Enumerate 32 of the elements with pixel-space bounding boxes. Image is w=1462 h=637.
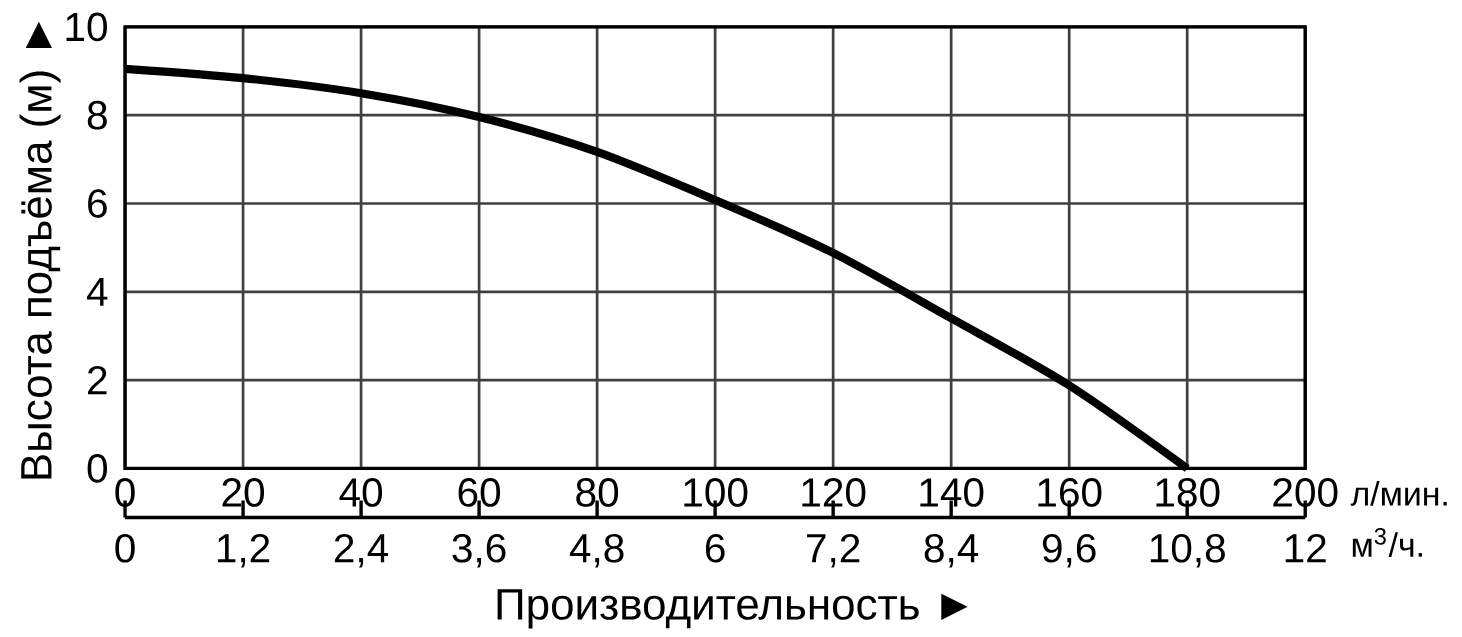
- y-tick-label: 10: [66, 12, 108, 42]
- x-tick-label: 0: [115, 478, 135, 507]
- x2-tick-label: 1,2: [217, 534, 270, 568]
- y-tick-label: 0: [87, 454, 108, 483]
- x2-tick-label: 9,6: [1042, 534, 1096, 568]
- x-axis-title: Производительность ►: [497, 589, 968, 629]
- x-tick-label: 180: [1156, 478, 1220, 507]
- y-tick-label: 4: [86, 278, 108, 306]
- x2-tick-label: 10,8: [1150, 534, 1225, 568]
- x-tick-label: 160: [1038, 478, 1102, 507]
- x2-tick-label: 6: [705, 534, 725, 563]
- x2-tick-label: 2,4: [334, 534, 389, 568]
- x2-tick-label: 8,4: [924, 534, 979, 568]
- text: м$^{3}$/ч.: [1352, 528, 1422, 558]
- x-tick-label: 20: [222, 478, 265, 507]
- x-tick-label: 140: [920, 478, 984, 507]
- text: л/мин.: [1350, 481, 1447, 506]
- x2-tick-label: 7,2: [807, 534, 860, 568]
- x2-tick-label: 4,8: [569, 534, 624, 568]
- x-tick-label: 120: [802, 478, 866, 507]
- x-tick-label: 80: [576, 478, 619, 507]
- x2-tick-label: 12: [1285, 534, 1326, 563]
- x-tick-label: 60: [458, 478, 501, 507]
- y-tick-label: 8: [87, 101, 107, 130]
- y-axis-title: Высота подъёма (м) ►: [19, 21, 61, 479]
- x2-tick-label: 0: [115, 534, 135, 563]
- y-tick-label: 2: [88, 366, 107, 395]
- x2-tick-label: 3,6: [452, 534, 506, 568]
- y-tick-label: 6: [88, 189, 107, 218]
- x-tick-label: 40: [339, 478, 383, 507]
- x-tick-label: 100: [684, 478, 748, 507]
- x-tick-label: 200: [1273, 478, 1338, 507]
